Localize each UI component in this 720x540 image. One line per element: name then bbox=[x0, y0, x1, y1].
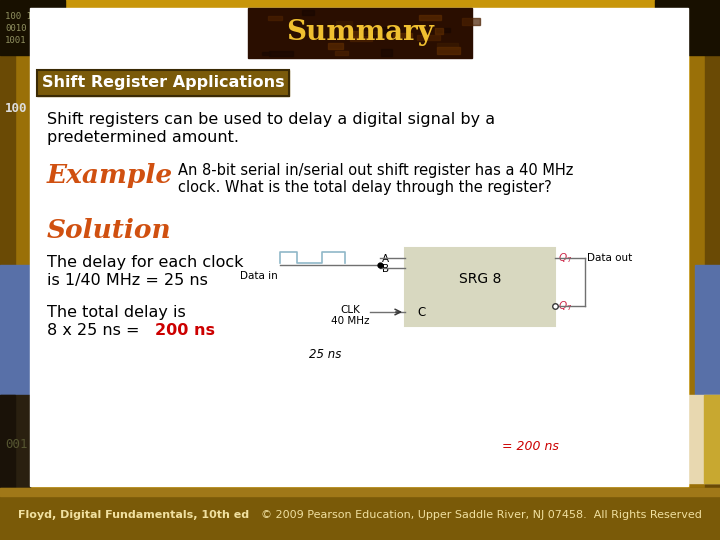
Text: = 200 ns: = 200 ns bbox=[502, 440, 559, 453]
Text: The delay for each clock: The delay for each clock bbox=[47, 255, 243, 270]
Text: C: C bbox=[417, 306, 426, 319]
Bar bbox=[0, 0, 65, 55]
Bar bbox=[381, 49, 392, 56]
Text: SRG 8: SRG 8 bbox=[459, 272, 501, 286]
Bar bbox=[435, 28, 443, 34]
Bar bbox=[37, 70, 289, 96]
Bar bbox=[437, 43, 458, 49]
Bar bbox=[705, 0, 720, 540]
Bar bbox=[690, 0, 720, 540]
Bar bbox=[437, 47, 460, 54]
Bar bbox=[37, 70, 289, 96]
Bar bbox=[350, 36, 372, 41]
Bar bbox=[462, 18, 480, 25]
Bar bbox=[377, 27, 399, 33]
Bar bbox=[351, 31, 361, 38]
Text: Shift Register Applications: Shift Register Applications bbox=[42, 76, 284, 91]
Bar bbox=[248, 8, 472, 58]
Text: Shift registers can be used to delay a digital signal by a: Shift registers can be used to delay a d… bbox=[47, 112, 495, 127]
Text: 001: 001 bbox=[5, 438, 27, 451]
Text: predetermined amount.: predetermined amount. bbox=[47, 130, 239, 145]
Bar bbox=[0, 395, 15, 495]
Bar bbox=[436, 28, 450, 32]
Bar bbox=[0, 395, 30, 495]
Bar bbox=[695, 265, 720, 395]
Bar bbox=[0, 0, 30, 540]
Bar bbox=[0, 0, 15, 540]
Text: The total delay is: The total delay is bbox=[47, 305, 186, 320]
Text: B: B bbox=[382, 264, 389, 274]
Text: © 2009 Pearson Education, Upper Saddle River, NJ 07458.  All Rights Reserved: © 2009 Pearson Education, Upper Saddle R… bbox=[261, 510, 702, 520]
Text: 25 ns: 25 ns bbox=[309, 348, 341, 361]
Bar bbox=[704, 395, 720, 483]
Text: CLK: CLK bbox=[340, 305, 360, 315]
Text: Summary: Summary bbox=[286, 19, 434, 46]
Bar bbox=[0, 265, 30, 395]
Text: 1001: 1001 bbox=[660, 24, 682, 33]
Bar bbox=[655, 0, 720, 55]
Text: clock. What is the total delay through the register?: clock. What is the total delay through t… bbox=[178, 180, 552, 195]
Text: is 1/40 MHz = 25 ns: is 1/40 MHz = 25 ns bbox=[47, 273, 208, 288]
Bar bbox=[419, 15, 441, 20]
Bar bbox=[30, 8, 688, 486]
Text: Floyd, Digital Fundamentals, 10th ed: Floyd, Digital Fundamentals, 10th ed bbox=[18, 510, 249, 520]
Text: Solution: Solution bbox=[47, 218, 171, 243]
Bar bbox=[688, 395, 720, 483]
Bar bbox=[393, 33, 412, 37]
Text: 1001: 1001 bbox=[5, 36, 27, 45]
Bar bbox=[262, 52, 270, 55]
Text: 200 ns: 200 ns bbox=[155, 323, 215, 338]
Text: 8 x 25 ns =: 8 x 25 ns = bbox=[47, 323, 145, 338]
Bar bbox=[335, 51, 348, 55]
Text: 100 1: 100 1 bbox=[5, 12, 32, 21]
Bar bbox=[405, 248, 555, 326]
Text: A: A bbox=[382, 254, 389, 264]
Text: 100: 100 bbox=[5, 102, 27, 114]
Text: Data out: Data out bbox=[587, 253, 632, 263]
Text: 0 010: 0 010 bbox=[660, 12, 687, 21]
Bar bbox=[358, 31, 378, 34]
Bar bbox=[302, 10, 314, 15]
Text: $Q_7$: $Q_7$ bbox=[558, 299, 572, 313]
Bar bbox=[417, 35, 440, 40]
Text: Example: Example bbox=[47, 163, 173, 188]
Bar bbox=[268, 16, 282, 20]
Text: $Q_7$: $Q_7$ bbox=[558, 251, 572, 265]
Text: An 8-bit serial in/serial out shift register has a 40 MHz: An 8-bit serial in/serial out shift regi… bbox=[178, 163, 573, 178]
Text: Data in: Data in bbox=[240, 271, 278, 281]
Bar bbox=[0, 488, 720, 496]
Bar bbox=[328, 43, 343, 49]
Bar bbox=[336, 21, 352, 25]
Bar bbox=[269, 51, 293, 56]
Text: 40 MHz: 40 MHz bbox=[330, 316, 369, 326]
Bar bbox=[0, 488, 720, 540]
Text: 0010: 0010 bbox=[5, 24, 27, 33]
